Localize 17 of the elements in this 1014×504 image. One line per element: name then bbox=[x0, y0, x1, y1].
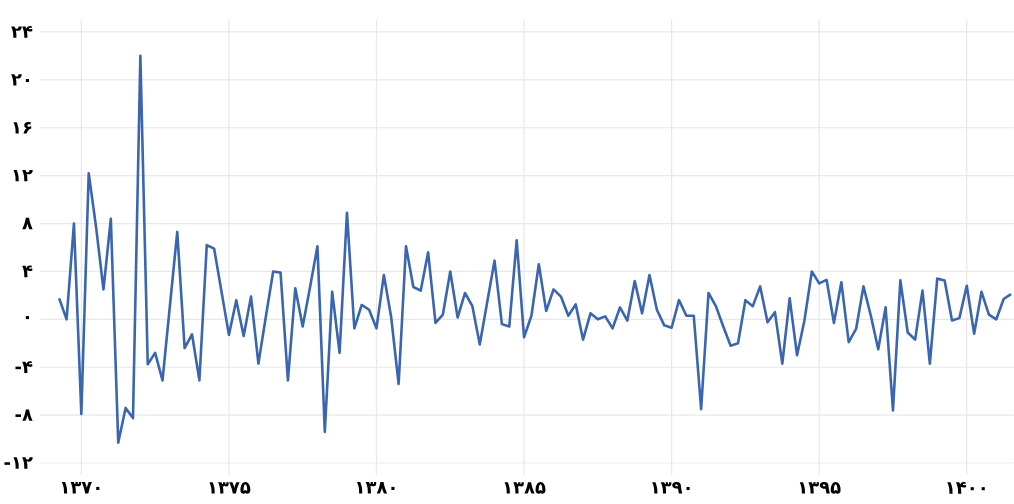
y-tick-label: ۱۶ bbox=[13, 121, 32, 134]
y-tick-label: -۴ bbox=[15, 361, 33, 374]
y-tick-label: ۲۰ bbox=[11, 74, 30, 86]
x-tick-label: ۱۳۸۵ bbox=[504, 482, 546, 494]
y-tick-label: -۸ bbox=[15, 409, 33, 421]
x-tick-label: ۱۳۷۰ bbox=[61, 482, 100, 494]
x-tick-label: ۱۳۹۰ bbox=[652, 482, 690, 494]
x-tick-label: ۱۳۷۵ bbox=[209, 482, 251, 494]
x-tick-label: ۱۴۰۰ bbox=[947, 482, 985, 494]
x-tick-label: ۱۳۸۰ bbox=[357, 482, 395, 494]
y-tick-label: ۱۲ bbox=[13, 169, 33, 182]
y-tick-label: ۴ bbox=[22, 265, 33, 278]
y-tick-label: ۰ bbox=[25, 316, 30, 320]
y-tick-label: -۱۲ bbox=[4, 457, 33, 469]
y-tick-label: ۲۴ bbox=[11, 26, 33, 38]
x-tick-label: ۱۳۹۵ bbox=[799, 482, 841, 494]
y-tick-label: ۸ bbox=[22, 217, 33, 230]
